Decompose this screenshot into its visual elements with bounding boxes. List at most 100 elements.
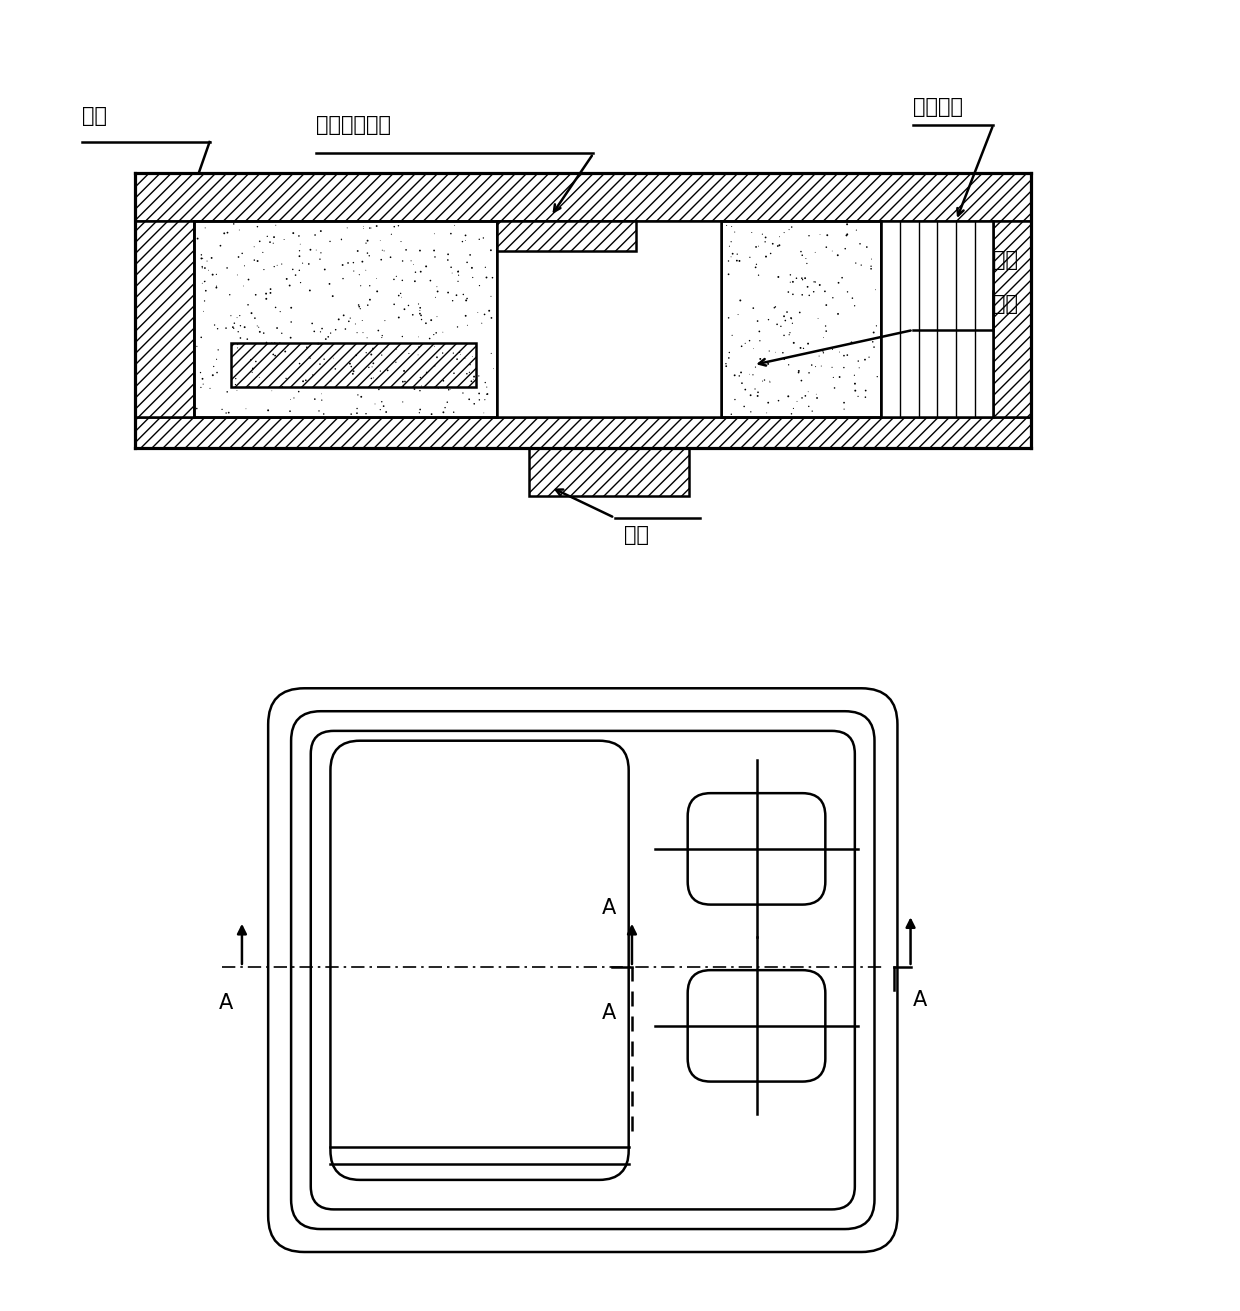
Point — [336, 319, 356, 340]
Point — [241, 349, 260, 370]
Bar — [497, 220, 636, 252]
Point — [371, 361, 391, 382]
Point — [389, 284, 409, 305]
Point — [331, 229, 351, 250]
Bar — [993, 220, 1030, 417]
Point — [363, 353, 383, 374]
Point — [756, 246, 776, 267]
Point — [779, 354, 799, 375]
Point — [358, 357, 378, 378]
Point — [799, 396, 818, 417]
Point — [361, 343, 381, 364]
FancyBboxPatch shape — [291, 711, 874, 1230]
Point — [351, 298, 371, 319]
Point — [410, 399, 430, 420]
Point — [748, 382, 768, 402]
Point — [470, 275, 490, 296]
Point — [197, 250, 217, 271]
Bar — [135, 220, 193, 417]
Point — [434, 401, 454, 422]
Point — [425, 246, 445, 267]
Point — [388, 215, 408, 236]
Point — [481, 343, 501, 364]
Point — [835, 399, 854, 420]
Point — [823, 367, 843, 388]
Point — [249, 317, 269, 338]
Bar — [135, 173, 1030, 220]
Point — [746, 236, 766, 257]
Point — [265, 215, 285, 236]
Point — [267, 317, 286, 338]
Point — [719, 250, 739, 271]
Point — [352, 252, 372, 273]
Point — [791, 370, 811, 391]
Point — [857, 236, 877, 257]
Point — [381, 246, 401, 267]
Point — [466, 364, 486, 385]
Point — [810, 274, 830, 295]
Point — [361, 218, 381, 239]
Point — [443, 290, 463, 311]
Point — [275, 341, 295, 362]
Point — [434, 370, 454, 391]
Point — [311, 383, 331, 404]
Point — [405, 262, 425, 283]
Point — [464, 393, 484, 414]
Point — [268, 254, 288, 275]
Point — [353, 218, 373, 239]
Point — [408, 345, 428, 366]
Point — [358, 333, 378, 354]
Point — [310, 321, 330, 342]
Point — [289, 260, 309, 281]
Point — [223, 214, 243, 235]
Point — [192, 273, 212, 294]
Point — [332, 254, 352, 275]
Point — [435, 397, 455, 418]
Point — [228, 246, 248, 267]
Point — [740, 401, 760, 422]
Point — [427, 323, 446, 343]
Point — [357, 231, 377, 252]
Bar — [722, 220, 882, 417]
Point — [740, 246, 760, 267]
Point — [322, 286, 342, 307]
Point — [293, 253, 312, 274]
Point — [386, 351, 405, 372]
Point — [404, 379, 424, 400]
Point — [234, 317, 254, 338]
Point — [477, 384, 497, 405]
Point — [320, 231, 340, 252]
Point — [191, 326, 211, 347]
Point — [482, 267, 502, 288]
Point — [202, 248, 222, 269]
Point — [371, 249, 391, 270]
Point — [813, 342, 833, 363]
Point — [779, 324, 799, 345]
Point — [326, 319, 346, 340]
Point — [774, 349, 794, 370]
Point — [450, 343, 470, 364]
Point — [725, 222, 745, 243]
Point — [745, 379, 765, 400]
Point — [458, 288, 477, 309]
Point — [810, 274, 830, 295]
Point — [410, 261, 430, 282]
Point — [346, 345, 366, 366]
Point — [844, 364, 864, 385]
Point — [254, 323, 274, 343]
Point — [740, 384, 760, 405]
Bar — [193, 220, 497, 417]
Point — [428, 281, 448, 302]
Point — [410, 298, 430, 319]
Point — [372, 240, 392, 261]
Point — [263, 233, 283, 254]
Point — [300, 281, 320, 302]
Text: A: A — [913, 990, 928, 1009]
Point — [247, 316, 267, 337]
Point — [458, 363, 477, 384]
Point — [347, 399, 367, 420]
Point — [422, 309, 441, 330]
Point — [272, 323, 291, 343]
Point — [719, 307, 739, 328]
Point — [438, 244, 458, 265]
